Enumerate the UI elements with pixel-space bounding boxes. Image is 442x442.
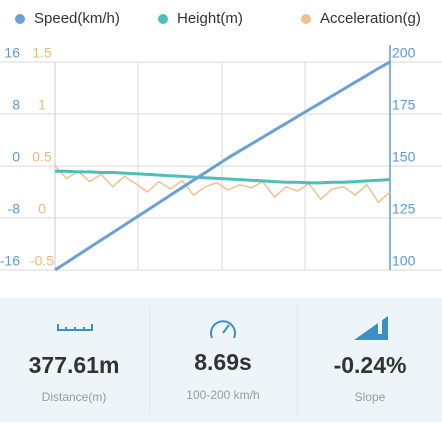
y-tick-label: -8 (8, 201, 21, 217)
y3-tick-label: -0.5 (30, 253, 54, 269)
stat-label: Slope (355, 390, 386, 404)
y3-tick-label: 1 (38, 97, 46, 113)
distance-icon (57, 324, 93, 331)
series-line (54, 165, 391, 204)
legend-label: Acceleration(g) (320, 10, 421, 27)
stat-label: 100-200 km/h (186, 388, 259, 402)
timer-icon (210, 320, 236, 339)
y-tick-label: -16 (0, 253, 20, 269)
legend-label: Height(m) (177, 10, 243, 27)
y3-tick-label: 1.5 (32, 45, 52, 61)
stat-value: 8.69s (194, 349, 252, 375)
legend: Speed(km/h) Height(m) Acceleration(g) (15, 10, 421, 27)
stat-value: -0.24% (334, 352, 407, 378)
legend-dot (301, 14, 311, 24)
stat-label: Distance(m) (42, 390, 107, 404)
legend-dot (158, 14, 168, 24)
y3-tick-label: 0.5 (32, 149, 52, 165)
y2-tick-label: 175 (392, 97, 416, 113)
y2-tick-label: 125 (392, 201, 416, 217)
y2-tick-label: 200 (392, 45, 416, 61)
y-tick-label: 8 (12, 97, 20, 113)
plot: 16 8 0 -8 -16 1.5 1 0.5 0 -0.5 200 175 150 125 100 (0, 45, 442, 272)
series-line (54, 60, 391, 272)
legend-dot (15, 14, 25, 24)
y-tick-label: 0 (12, 149, 20, 165)
series-line (55, 169, 391, 185)
y2-tick-label: 150 (392, 149, 416, 165)
stats-panel (0, 298, 442, 422)
stat-value: 377.61m (29, 352, 120, 378)
legend-label: Speed(km/h) (34, 10, 120, 27)
y3-tick-label: 0 (38, 201, 46, 217)
y-tick-label: 16 (4, 45, 20, 61)
slope-icon (354, 316, 388, 340)
y2-tick-label: 100 (392, 253, 416, 269)
